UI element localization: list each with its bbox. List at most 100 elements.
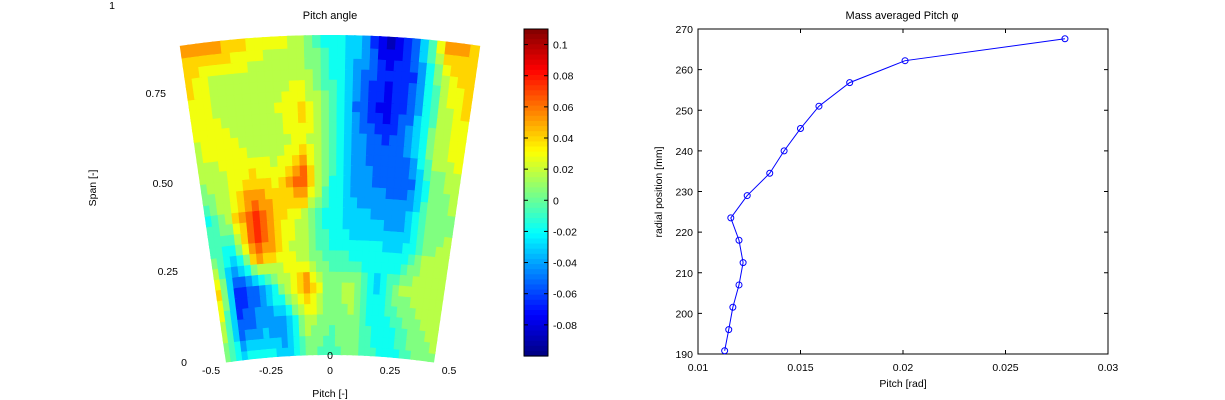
data-point: [739, 259, 747, 267]
colorbar-segment: [524, 253, 548, 260]
colorbar-tick-label: 0.04: [553, 133, 574, 145]
mass-averaged-pitch-chart: Mass averaged Pitch φ 0.01 0.015 0.02 0.025…: [653, 10, 1118, 390]
colorbar-segment: [524, 258, 548, 265]
colorbar-segment: [524, 320, 548, 326]
contour-cell: [370, 35, 382, 50]
colorbar-segment: [524, 44, 548, 51]
colorbar-segment: [524, 105, 548, 112]
colorbar-segment: [524, 120, 548, 127]
colorbar-segment: [524, 192, 548, 199]
colorbar-tick-label: 0: [553, 195, 559, 207]
data-point: [815, 102, 823, 110]
data-point: [725, 326, 733, 334]
colorbar-segment: [524, 325, 548, 332]
x-tick-label-right: 0.01: [688, 362, 709, 374]
colorbar-segment: [524, 172, 548, 178]
colorbar-segment: [524, 69, 548, 76]
colorbar-segment: [524, 294, 548, 301]
colorbar-segment: [524, 340, 548, 347]
x-tick-label-right: 0.02: [893, 362, 914, 374]
colorbar-segment: [524, 284, 548, 291]
x-tick-label-left: 0.25: [380, 365, 401, 377]
contour-cell: [261, 35, 274, 50]
colorbar-segment: [524, 126, 548, 132]
colorbar-segment: [524, 64, 548, 71]
y-tick-label-right: 200: [675, 308, 693, 320]
contour-cell: [320, 35, 332, 48]
colorbar-segment: [524, 90, 548, 97]
colorbar-segment: [524, 223, 548, 229]
x-axis-label-left: Pitch [-]: [312, 388, 348, 400]
data-point: [729, 303, 737, 311]
colorbar-segment: [524, 59, 548, 66]
data-point: [846, 79, 854, 87]
axis-ticks-right: 0.01 0.015 0.02 0.025 0.03 190 200 210 220 230 240…: [675, 24, 1118, 374]
contour-cell: [337, 35, 349, 48]
colorbar-segment: [524, 95, 548, 102]
data-point: [1061, 35, 1069, 43]
data-point: [780, 147, 788, 155]
colorbar-segment: [524, 310, 548, 316]
contour-cell: [328, 35, 340, 48]
x-tick-label-right: 0.025: [992, 362, 1018, 374]
contour-cell: [286, 35, 299, 49]
colorbar-segment: [524, 233, 548, 240]
x-axis-label-right: Pitch [rad]: [879, 378, 926, 390]
y-tick-label-right: 240: [675, 146, 693, 158]
x-tick-label-left: -0.5: [202, 365, 220, 377]
colorbar-segment: [524, 110, 548, 117]
colorbar-segment: [524, 100, 548, 107]
colorbar-segment: [524, 115, 548, 122]
y-tick-label-left: 0: [181, 357, 187, 369]
colorbar-segment: [524, 34, 548, 40]
y-axis-label-right: radial position [mm]: [653, 146, 665, 237]
data-point: [735, 236, 743, 244]
colorbar-segment: [524, 161, 548, 168]
colorbar-segment: [524, 54, 548, 61]
colorbar-segment: [524, 146, 548, 153]
contour-cell: [378, 35, 390, 50]
colorbar-segment: [524, 243, 548, 250]
contour-field: [179, 35, 481, 363]
colorbar-segment: [524, 350, 548, 357]
colorbar-segment: [524, 85, 548, 91]
series-line: [724, 38, 1066, 351]
colorbar-tick-label: -0.06: [553, 289, 577, 301]
x-tick-label-left: -0.25: [259, 365, 283, 377]
chart-title-right: Mass averaged Pitch φ: [846, 10, 959, 22]
x-tick-label-left: 0.5: [442, 365, 457, 377]
colorbar-segment: [524, 49, 548, 56]
data-point: [727, 214, 735, 222]
colorbar-segment: [524, 166, 548, 173]
colorbar: 0.1 0.08 0.06 0.04 0.02 0 -0.02 -0.04 -0.06 -0.08: [523, 28, 577, 357]
data-point: [743, 192, 751, 200]
colorbar-segment: [524, 141, 548, 148]
y-tick-label-right: 260: [675, 65, 693, 77]
colorbar-tick-label: 0.06: [553, 102, 574, 114]
colorbar-segment: [524, 228, 548, 234]
colorbar-segment: [524, 151, 548, 158]
colorbar-tick-label: 0.02: [553, 164, 574, 176]
colorbar-segment: [524, 182, 548, 188]
data-point: [721, 347, 729, 355]
y-axis-label-left: Span [-]: [87, 170, 99, 207]
colorbar-tick-label: -0.08: [553, 320, 577, 332]
colorbar-segment: [524, 177, 548, 183]
x-axis-ticks-left: -0.5 -0.25 0 0.25 0.5 0: [202, 350, 456, 377]
contour-cell: [270, 35, 282, 50]
colorbar-segment: [524, 156, 548, 163]
y-tick-label-right: 250: [675, 105, 693, 117]
colorbar-segment: [524, 274, 548, 280]
colorbar-segment: [524, 289, 548, 296]
x-tick-label-left: 0: [327, 365, 333, 377]
colorbar-segment: [524, 212, 548, 219]
colorbar-tick-label: 0.08: [553, 71, 574, 83]
colorbar-segment: [524, 330, 548, 337]
colorbar-segment: [524, 136, 548, 143]
colorbar-segment: [524, 299, 548, 306]
colorbar-segment: [524, 335, 548, 342]
data-point: [735, 281, 743, 289]
y-tick-label-right: 190: [675, 349, 693, 361]
colorbar-tick-label: -0.02: [553, 226, 577, 238]
